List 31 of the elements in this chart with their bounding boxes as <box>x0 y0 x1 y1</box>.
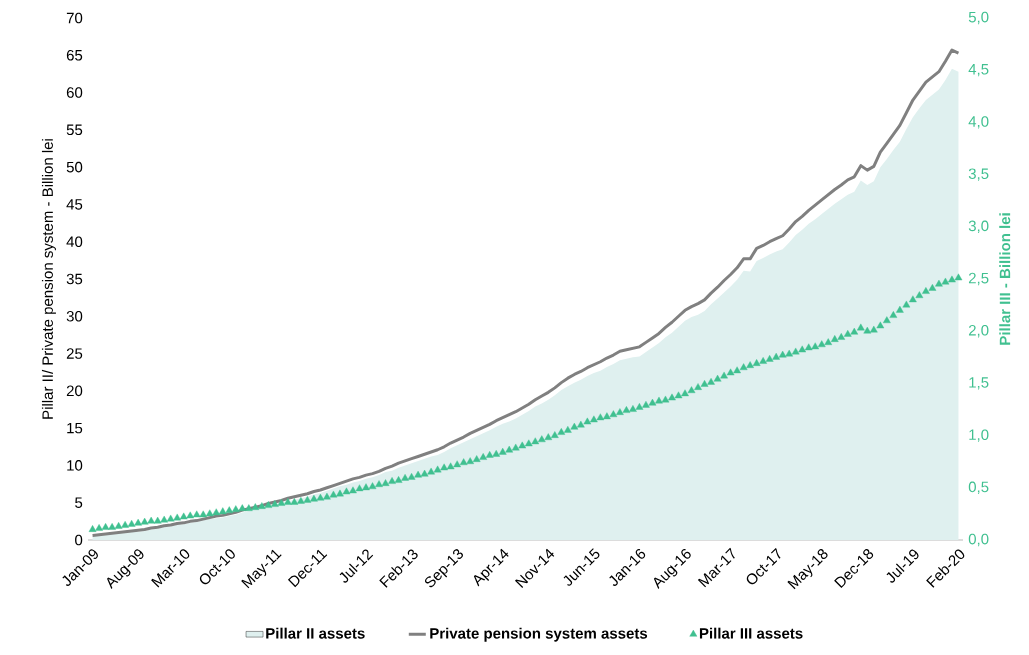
y2-tick-label: 3,0 <box>968 220 989 233</box>
y-tick-label: 70 <box>66 12 83 24</box>
y2-tick-label: 0,5 <box>968 481 989 494</box>
y2-tick-label: 4,0 <box>968 116 989 129</box>
y-tick-label: 0 <box>75 534 83 546</box>
y2-tick-label: 1,0 <box>969 429 989 442</box>
y2-tick-label: 0,0 <box>968 533 989 547</box>
y-tick-label: 20 <box>66 385 83 397</box>
y-tick-label: 55 <box>66 124 83 136</box>
y-tick-label: 50 <box>66 161 83 173</box>
y-tick-label: 45 <box>66 199 83 210</box>
y2-axis-title: Pillar III - Billion lei <box>999 213 1011 345</box>
y-tick-label: 10 <box>67 460 83 471</box>
y-tick-label: 15 <box>67 422 83 434</box>
y-tick-label: 60 <box>66 87 83 98</box>
y-axis-title: Pillar II/ Private pension system - Billion lei <box>41 139 56 419</box>
y2-tick-label: 3,5 <box>968 168 989 181</box>
y2-tick-label: 2,0 <box>968 324 989 338</box>
y2-tick-label: 4,5 <box>968 64 989 77</box>
y-tick-label: 30 <box>66 310 83 322</box>
legend-label: Pillar II assets <box>266 627 365 639</box>
legend-label: Private pension system assets <box>430 627 648 642</box>
y-tick-label: 65 <box>66 49 83 61</box>
y2-tick-label: 5,0 <box>968 11 989 25</box>
y2-tick-label: 1,5 <box>969 377 989 390</box>
y-tick-label: 35 <box>66 273 83 285</box>
y2-tick-label: 2,5 <box>968 272 989 286</box>
legend-label: Pillar III assets <box>699 627 803 639</box>
y-tick-label: 40 <box>66 236 83 248</box>
y-tick-label: 5 <box>75 497 83 508</box>
y-tick-label: 25 <box>66 348 83 359</box>
